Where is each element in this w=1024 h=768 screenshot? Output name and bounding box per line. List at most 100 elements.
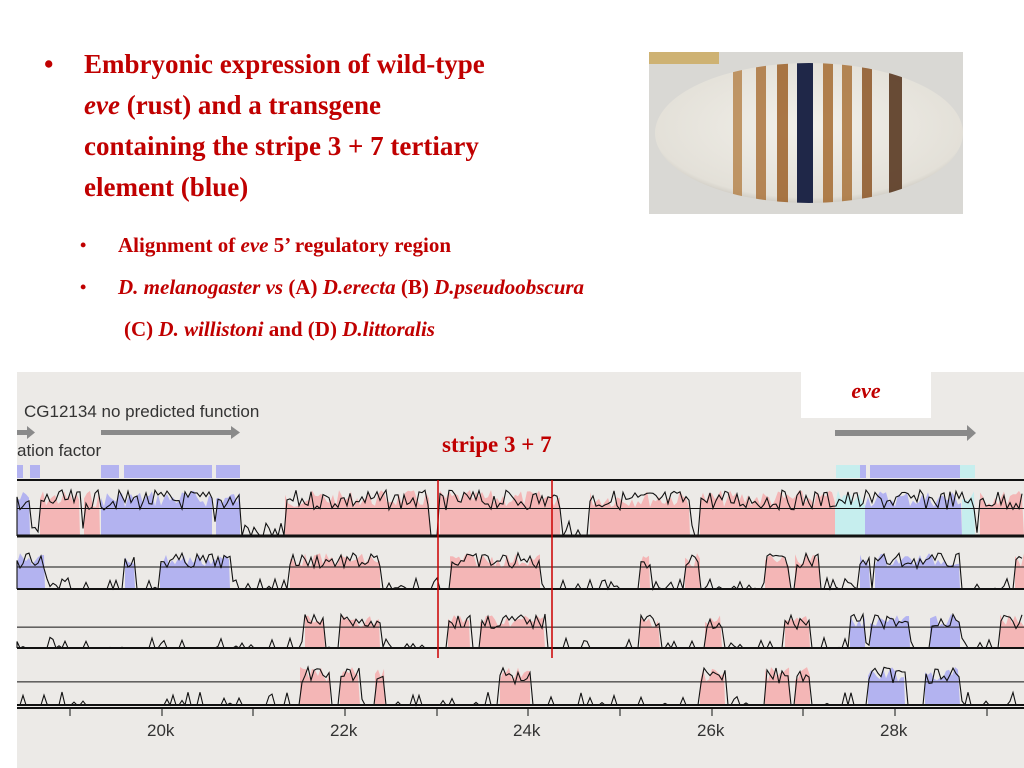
exon-block xyxy=(30,465,40,478)
conservation-peak xyxy=(160,554,230,589)
stripe-7 xyxy=(889,63,902,203)
conservation-peak xyxy=(850,615,865,648)
gene-arrow-eve xyxy=(835,430,967,436)
label-d: and (D) xyxy=(263,317,343,341)
stripe-blue-transgene xyxy=(797,63,813,203)
conservation-peak xyxy=(590,490,690,536)
conservation-peak xyxy=(835,490,865,536)
gene-arrow-head xyxy=(231,426,240,439)
conservation-peak xyxy=(290,553,380,589)
neighbor-embryo xyxy=(649,52,719,64)
conservation-peak xyxy=(480,615,545,648)
species-c: D. willistoni xyxy=(158,317,264,341)
conservation-peak xyxy=(795,667,810,705)
conservation-peak xyxy=(300,667,330,705)
conservation-peak xyxy=(765,555,790,589)
conservation-peak xyxy=(980,490,1024,536)
main-bullet-text: Embryonic expression of wild-type eve (r… xyxy=(84,44,614,208)
conservation-peak xyxy=(930,614,960,648)
conservation-peak xyxy=(685,553,700,589)
conservation-peak xyxy=(375,668,385,705)
conservation-peak xyxy=(875,553,960,589)
exon-block xyxy=(101,465,119,478)
main-line-2: (rust) and a transgene xyxy=(119,90,381,120)
conservation-peak xyxy=(700,668,725,705)
conservation-peak xyxy=(865,491,962,536)
sub-bullet-text: D. melanogaster vs (A) D.erecta (B) D.ps… xyxy=(118,274,584,300)
conservation-peak xyxy=(285,490,430,536)
gene-annotation-left: ation factor xyxy=(17,441,102,460)
conservation-peak xyxy=(448,615,470,648)
embryo-drawing xyxy=(649,52,963,214)
utr-block xyxy=(836,465,860,478)
conservation-peak xyxy=(101,490,212,536)
gene-arrow-cg12134 xyxy=(101,430,231,435)
bullet-icon: • xyxy=(44,49,54,79)
stripe-region-label: stripe 3 + 7 xyxy=(442,432,552,457)
gene-arrow xyxy=(17,430,27,435)
conservation-peak xyxy=(440,490,560,536)
conservation-peak xyxy=(640,555,650,589)
gene-eve: eve xyxy=(84,90,120,120)
conservation-peak xyxy=(17,492,30,536)
conservation-peak xyxy=(340,615,380,648)
eve-gene-label: eve xyxy=(851,378,881,403)
sub-bullet-text: (C) D. willistoni and (D) D.littoralis xyxy=(124,317,435,341)
gene-arrow-head xyxy=(967,425,976,441)
exon-block xyxy=(860,465,866,478)
stripe-2 xyxy=(756,63,766,203)
conservation-peak xyxy=(450,553,540,589)
main-line-4: element (blue) xyxy=(84,172,249,202)
bullet-icon: • xyxy=(80,277,87,297)
axis-tick-label: 24k xyxy=(513,721,541,740)
conservation-curve xyxy=(16,551,1023,592)
label-c: (C) xyxy=(124,317,159,341)
main-line-1: Embryonic expression of wild-type xyxy=(84,49,485,79)
conservation-peak xyxy=(1000,614,1024,648)
gene-annotation-cg12134: CG12134 no predicted function xyxy=(24,402,260,421)
conservation-peak xyxy=(40,491,80,536)
conservation-peak xyxy=(795,553,820,589)
bullet-icon: • xyxy=(80,235,87,255)
stripe-4 xyxy=(823,63,833,203)
axis-tick-label: 28k xyxy=(880,721,908,740)
utr-block xyxy=(960,465,975,478)
conservation-peak xyxy=(640,618,660,648)
stripe-1 xyxy=(733,63,742,203)
stripe-rust xyxy=(777,63,788,203)
conservation-peak xyxy=(868,667,905,705)
conservation-peak xyxy=(870,615,910,648)
sub-bullet-text: Alignment of eve 5’ regulatory region xyxy=(118,232,451,258)
conservation-curve xyxy=(16,612,1023,650)
conservation-peak xyxy=(84,490,100,536)
conservation-peak xyxy=(925,667,960,705)
species-d: D.littoralis xyxy=(342,317,435,341)
text-prefix: Alignment of xyxy=(118,233,241,257)
conservation-peak xyxy=(785,616,810,648)
species-a: D.erecta xyxy=(322,275,396,299)
label-a: (A) xyxy=(283,275,323,299)
conservation-peak xyxy=(860,554,870,589)
label-b: (B) xyxy=(395,275,435,299)
conservation-peak xyxy=(705,615,722,648)
text-suffix: 5’ regulatory region xyxy=(268,233,452,257)
axis-tick-label: 20k xyxy=(147,721,175,740)
exon-block xyxy=(124,465,212,478)
conservation-peak xyxy=(1015,553,1024,589)
eve-label-box xyxy=(801,372,931,418)
gene-arrow-head xyxy=(27,426,35,439)
sub-bullet-species-cont: (C) D. willistoni and (D) D.littoralis xyxy=(124,316,435,342)
conservation-peak xyxy=(700,490,835,536)
exon-block xyxy=(870,465,960,478)
species-reference: D. melanogaster vs xyxy=(118,275,284,299)
exon-block xyxy=(216,465,240,478)
exon-block xyxy=(17,465,23,478)
stripe-6 xyxy=(862,63,872,203)
axis-tick-label: 22k xyxy=(330,721,358,740)
embryo-image xyxy=(649,52,963,214)
gene-eve: eve xyxy=(240,233,269,257)
stripe-5 xyxy=(842,63,852,203)
species-b: D.pseudoobscura xyxy=(434,275,585,299)
main-line-3: containing the stripe 3 + 7 tertiary xyxy=(84,131,479,161)
